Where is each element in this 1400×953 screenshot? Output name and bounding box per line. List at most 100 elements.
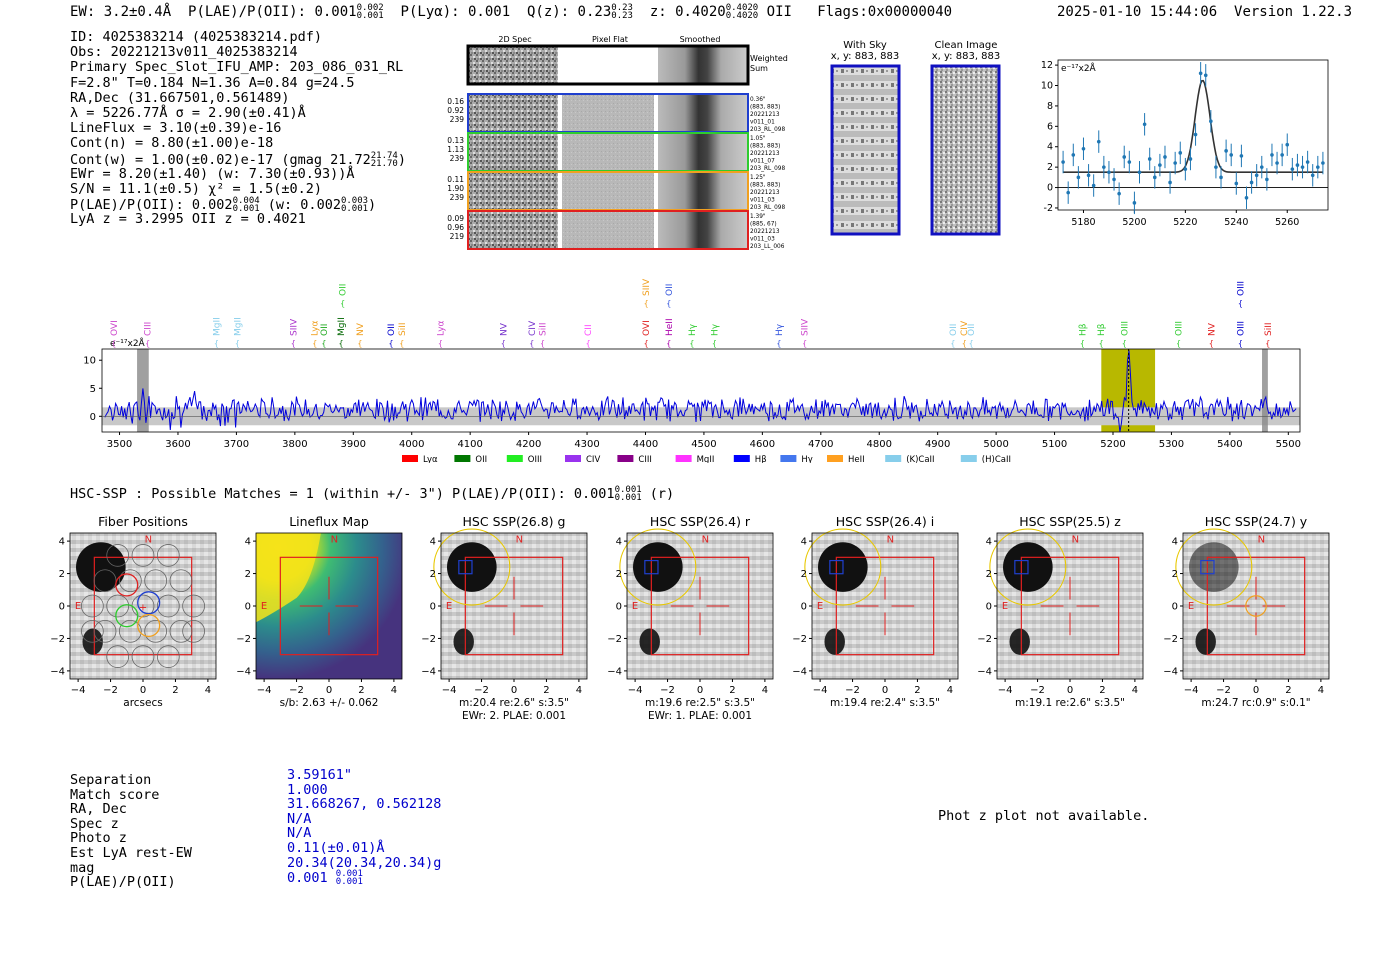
info-z: LyA z = 3.2995 OII z = 0.4021	[70, 211, 306, 228]
panel-ytick-label: 0	[245, 602, 251, 613]
spec2d-panel: 2D Spec Pixel Flat Smoothed Weighted Sum…	[447, 35, 788, 250]
linefit-ytick-label: 0	[1047, 183, 1053, 194]
spectral-line-bracket: {	[644, 299, 649, 308]
panel-xtick-label: 4	[1318, 685, 1324, 696]
linefit-ytick-label: 10	[1041, 81, 1053, 92]
spec2d-row-meta: 20221213	[750, 190, 780, 196]
linefit-point	[1290, 167, 1295, 171]
spectrum-flux-line	[104, 350, 1297, 433]
info-obs: Obs: 20221213v011_4025383214	[70, 44, 298, 61]
panel-ytick-label: −2	[236, 634, 251, 645]
fiber-red	[115, 573, 139, 597]
east-label: E	[261, 601, 267, 612]
north-label: N	[331, 535, 338, 546]
north-label: N	[702, 535, 709, 546]
linefit-point	[1112, 177, 1116, 182]
spectral-line-name: OII	[339, 284, 349, 296]
header-z-lo: 0.4020	[725, 11, 759, 21]
spectral-line-name: OII	[665, 284, 675, 296]
label-photo-z: Photo z	[70, 830, 127, 847]
legend-swatch	[885, 455, 902, 462]
spec2d-row-meta: v011_07	[750, 159, 775, 165]
spectral-line-label: Hγ	[710, 323, 720, 336]
aperture-circle	[1245, 595, 1267, 617]
search-box	[1020, 556, 1120, 656]
spectral-line-bracket: {	[540, 339, 545, 348]
info-plae-w-lo: 0.001	[340, 204, 369, 215]
fiber-circle	[182, 594, 205, 618]
spectrum-xtick-label: 5400	[1217, 439, 1242, 450]
spec2d-row-meta: 20221213	[750, 229, 780, 235]
panel-xtick-label: −4	[257, 685, 272, 696]
linefit-point	[1178, 151, 1183, 155]
fiber-green	[115, 604, 139, 628]
line-fit-plot: -2 0 2 4 6 8 10 12 5180 5200 5220 5240 5260 e⁻¹⁷x2Å	[1041, 59, 1329, 228]
value-separation: 3.59161"	[287, 767, 353, 783]
candidate-box	[1014, 559, 1029, 575]
search-box	[835, 556, 935, 656]
spec2d-row-meta: 203_RL_098	[750, 166, 785, 172]
panel-title: HSC SSP(26.4) i	[836, 514, 934, 529]
header-plae: P(LAE)/P(OII): 0.001	[188, 4, 357, 20]
header-z: z: 0.4020	[649, 4, 726, 20]
pixelflat-cell	[562, 133, 654, 171]
spectrum-xtick-label: 5500	[1276, 439, 1301, 450]
spectral-line-bracket: {	[291, 339, 296, 348]
panel-xtick-label: 4	[576, 685, 582, 696]
panel-ytick-label: 4	[430, 537, 436, 548]
spectral-line-label: Lyα	[311, 320, 321, 336]
spec2d-row-meta: 20221213	[750, 151, 780, 157]
spectral-line-name: OII	[967, 324, 977, 336]
panel-xlabel-2: EWr: 2. PLAE: 0.001	[462, 710, 566, 722]
spectral-line-bracket: {	[529, 339, 534, 348]
lineflux-peak-region	[256, 533, 321, 623]
panel-ytick-label: 2	[986, 569, 992, 580]
search-box	[464, 556, 564, 656]
spectral-line-bracket: {	[689, 339, 694, 348]
panel-ytick-label: 2	[430, 569, 436, 580]
spectral-line-label: OII	[665, 284, 675, 296]
spectral-line-name: SIIV	[289, 318, 299, 336]
linefit-point	[1173, 161, 1177, 165]
panel-xtick-label: −4	[1184, 685, 1199, 696]
spectral-line-label: MgII	[337, 317, 347, 336]
spectral-line-label: OIII	[1120, 321, 1130, 336]
spectral-line-bracket: {	[666, 299, 671, 308]
linefit-ytick-label: 8	[1047, 101, 1053, 112]
info-sn: S/N = 11.1(±0.5) χ² = 1.5(±0.2)	[70, 180, 322, 197]
linefit-ytick-label: -2	[1044, 203, 1053, 214]
panel-title: Fiber Positions	[98, 514, 188, 529]
linefit-point	[1076, 175, 1081, 180]
fiber-circle	[169, 619, 193, 643]
spectral-line-name: OIII	[1236, 281, 1246, 296]
spectral-line-label: SiII	[398, 322, 408, 336]
spec2d-row-meta: (883, 883)	[750, 144, 780, 150]
legend-label: CIII	[638, 455, 651, 463]
spectral-line-name: MgII	[212, 317, 222, 336]
fiber-circle	[156, 544, 180, 567]
linefit-xtick-label: 5240	[1224, 217, 1248, 228]
linefit-point	[1193, 132, 1198, 137]
spectrum-xtick-label: 4900	[925, 439, 950, 450]
linefit-point	[1137, 170, 1142, 175]
panel-ytick-label: 2	[59, 569, 65, 580]
linefit-ytick-label: 12	[1041, 60, 1053, 71]
header-plae-hi: 0.002	[356, 3, 384, 13]
fiber-circle	[169, 569, 193, 593]
legend-swatch	[827, 455, 843, 462]
legend-label: OII	[475, 455, 487, 463]
spec2d-row-meta: (885, 67)	[750, 222, 777, 228]
linefit-point	[1209, 119, 1213, 124]
spectral-line-name: HeII	[665, 318, 675, 336]
spec2d-row-meta: v011_01	[750, 120, 775, 126]
info-fiber: F=2.8" T=0.184 N=1.36 A=0.84 g=24.5	[70, 74, 355, 91]
spectral-line-bracket: {	[388, 339, 393, 348]
spectral-line-label: NV	[499, 322, 509, 336]
north-label: N	[516, 535, 523, 546]
smoothed-title: Smoothed	[680, 35, 721, 44]
spec2d-row-stat: 0.11	[447, 175, 464, 184]
clean-image	[930, 64, 1001, 236]
panel-xlabel: m:19.4 re:2.4" s:3.5"	[830, 697, 940, 709]
panel-xtick-label: 0	[140, 685, 146, 696]
legend-swatch	[960, 455, 977, 462]
